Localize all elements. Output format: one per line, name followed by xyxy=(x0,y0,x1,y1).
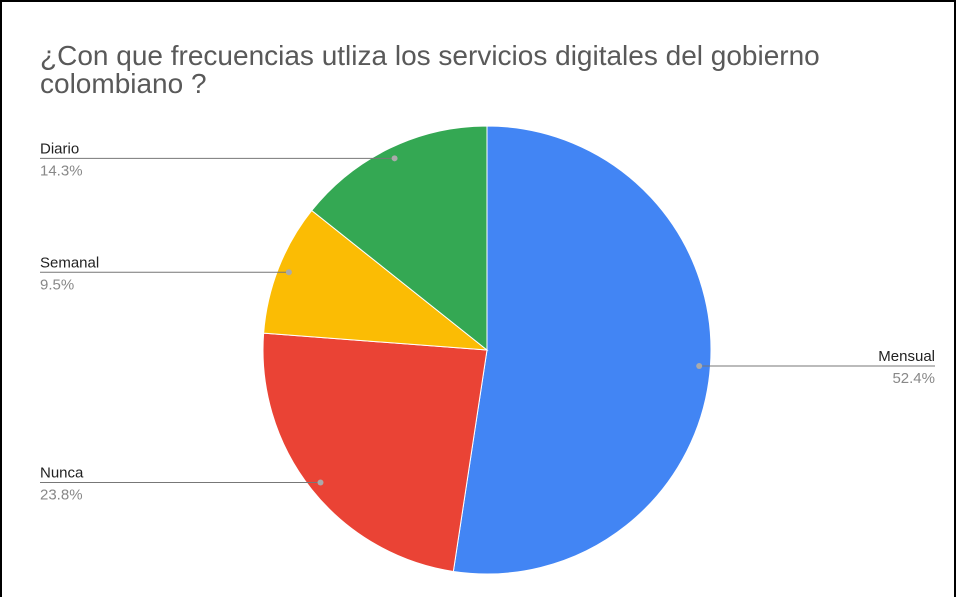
slice-value-label: 9.5% xyxy=(40,276,74,293)
slice-label: Diario xyxy=(40,140,79,157)
pie-slice xyxy=(452,125,712,575)
slice-label: Mensual xyxy=(878,348,935,365)
leader-dot xyxy=(391,155,398,162)
slice-value-label: 52.4% xyxy=(892,370,935,387)
slice-value-label: 23.8% xyxy=(40,487,83,504)
slice-value-label: 14.3% xyxy=(40,162,83,179)
leader-dot xyxy=(285,269,292,276)
pie-slice xyxy=(311,125,488,352)
chart-title: ¿Con que frecuencias utliza los servicio… xyxy=(40,40,820,99)
pie-slice xyxy=(262,332,488,573)
leader-dot xyxy=(317,479,324,486)
slice-label: Nunca xyxy=(40,465,84,482)
slice-label: Semanal xyxy=(40,254,99,271)
pie-slice xyxy=(263,209,489,351)
leader-dot xyxy=(696,363,703,370)
